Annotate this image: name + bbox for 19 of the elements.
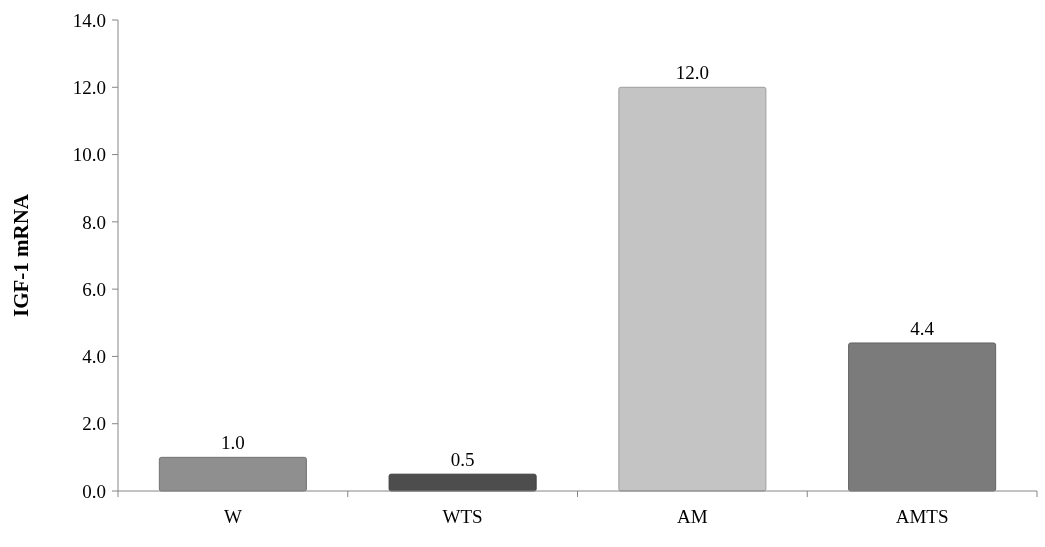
y-tick-label: 6.0 <box>82 278 106 300</box>
data-label: 0.5 <box>450 449 475 471</box>
data-label: 12.0 <box>675 62 709 84</box>
y-tick-label: 8.0 <box>82 211 106 233</box>
y-tick-label: 12.0 <box>72 76 106 98</box>
x-tick-label: AMTS <box>895 506 949 527</box>
y-axis-title: IGF-1 mRNA <box>9 193 33 318</box>
y-tick-label: 14.0 <box>72 9 106 31</box>
y-tick-label: 4.0 <box>82 346 106 368</box>
data-label: 1.0 <box>221 432 245 454</box>
x-tick-label: W <box>223 506 242 527</box>
bar <box>388 473 537 492</box>
data-label: 4.4 <box>910 317 935 339</box>
y-tick-label: 10.0 <box>72 144 106 166</box>
x-tick-label: AM <box>677 506 708 527</box>
x-tick-label: WTS <box>442 506 483 527</box>
y-tick-label: 2.0 <box>82 413 106 435</box>
y-tick-label: 0.0 <box>82 480 106 502</box>
bar <box>618 86 767 492</box>
